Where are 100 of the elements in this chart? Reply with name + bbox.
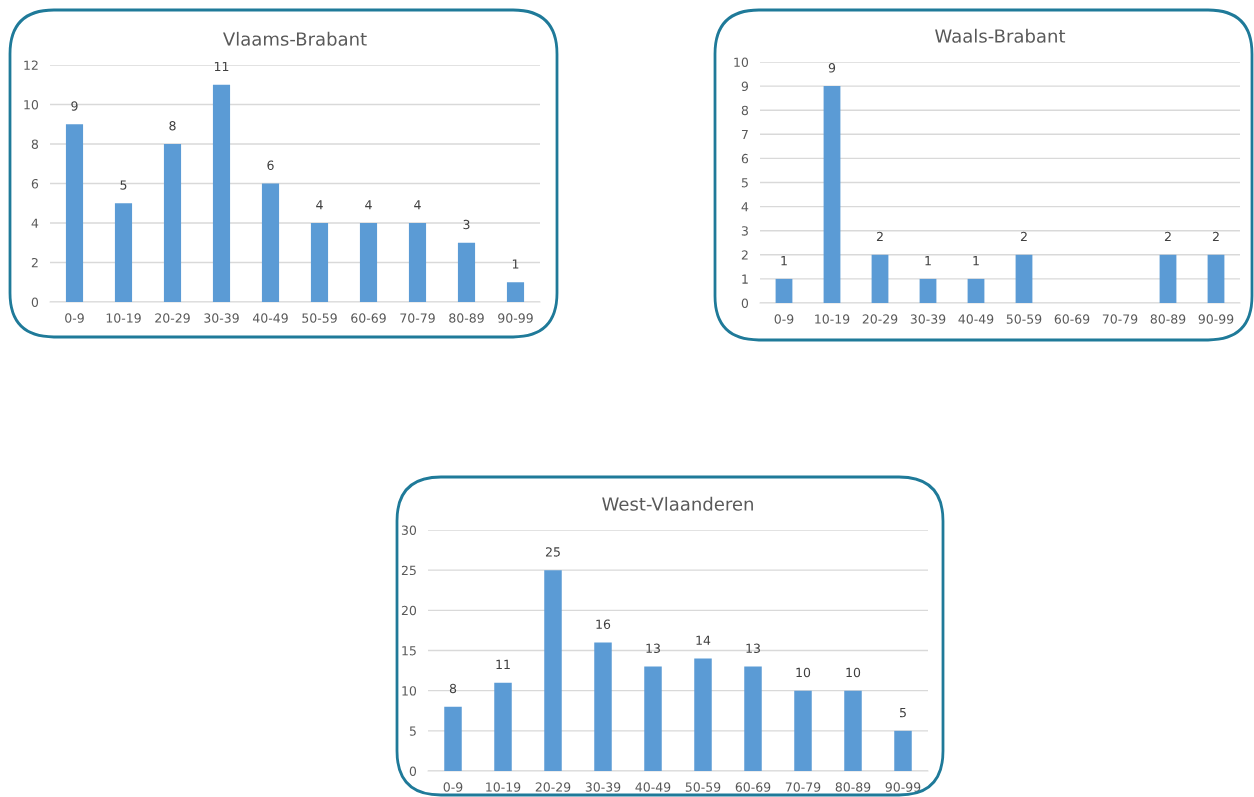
bar xyxy=(871,254,889,303)
data-label: 9 xyxy=(828,63,836,73)
bar xyxy=(823,86,841,303)
x-tick-label: 10-19 xyxy=(106,313,141,323)
x-tick-label: 30-39 xyxy=(585,782,621,792)
y-tick-label: 15 xyxy=(402,646,416,656)
y-tick-label: 6 xyxy=(31,178,39,189)
data-label: 1 xyxy=(925,256,931,266)
data-label: 1 xyxy=(973,256,979,266)
data-label: 4 xyxy=(365,200,372,210)
x-tick-label: 10-19 xyxy=(815,314,850,324)
x-tick-label: 80-89 xyxy=(449,313,484,323)
bar xyxy=(212,84,231,302)
bar xyxy=(1015,254,1033,303)
y-tick-label: 1 xyxy=(742,274,748,284)
data-label: 16 xyxy=(596,619,611,629)
y-tick-label: 10 xyxy=(734,57,749,67)
y-tick-label: 5 xyxy=(409,726,416,736)
data-label: 13 xyxy=(646,643,660,654)
x-tick-label: 30-39 xyxy=(910,314,946,324)
data-label: 5 xyxy=(899,708,906,718)
bar xyxy=(163,144,182,302)
x-tick-label: 60-69 xyxy=(351,313,386,323)
x-tick-label: 20-29 xyxy=(535,782,571,792)
bar xyxy=(261,183,280,302)
data-label: 2 xyxy=(876,231,883,242)
y-tick-label: 4 xyxy=(741,202,749,212)
y-tick-label: 0 xyxy=(31,297,39,307)
bar xyxy=(544,570,562,771)
x-tick-label: 30-39 xyxy=(204,313,239,323)
data-label: 9 xyxy=(71,101,78,111)
bar xyxy=(457,242,476,302)
x-tick-label: 80-89 xyxy=(835,782,871,792)
bar xyxy=(919,278,937,303)
y-tick-label: 0 xyxy=(741,298,749,308)
x-tick-label: 40-49 xyxy=(635,782,671,792)
data-label: 25 xyxy=(545,547,560,557)
y-tick-label: 3 xyxy=(741,226,748,236)
bar xyxy=(894,730,912,771)
x-tick-label: 40-49 xyxy=(252,313,288,323)
chart-title: Vlaams-Brabant xyxy=(223,31,367,46)
y-tick-label: 30 xyxy=(401,525,417,535)
x-tick-label: 40-49 xyxy=(958,314,994,324)
data-label: 3 xyxy=(463,219,470,230)
data-label: 10 xyxy=(796,667,811,678)
y-tick-label: 4 xyxy=(31,218,39,228)
bar xyxy=(644,666,662,771)
data-label: 2 xyxy=(1164,231,1171,242)
x-tick-label: 90-99 xyxy=(498,313,533,323)
bar xyxy=(694,658,712,771)
y-tick-label: 7 xyxy=(741,129,748,140)
data-label: 11 xyxy=(214,61,229,72)
bar xyxy=(65,124,84,302)
x-tick-label: 80-89 xyxy=(1150,314,1186,324)
bar xyxy=(594,642,612,771)
bar xyxy=(744,666,762,771)
bar xyxy=(359,223,378,302)
chart-title: Waals-Brabant xyxy=(935,28,1066,43)
x-tick-label: 60-69 xyxy=(1054,314,1090,324)
data-label: 1 xyxy=(781,256,787,266)
data-label: 8 xyxy=(169,121,176,131)
x-tick-label: 50-59 xyxy=(1006,314,1042,324)
y-tick-label: 20 xyxy=(401,605,417,616)
x-tick-label: 90-99 xyxy=(1198,314,1234,324)
y-tick-label: 10 xyxy=(24,99,39,110)
y-tick-label: 8 xyxy=(31,139,39,149)
data-label: 13 xyxy=(746,643,760,654)
x-tick-label: 20-29 xyxy=(155,313,190,323)
data-label: 2 xyxy=(1020,231,1027,242)
x-tick-label: 70-79 xyxy=(400,313,435,323)
x-tick-label: 90-99 xyxy=(885,782,921,792)
y-tick-label: 2 xyxy=(741,250,748,260)
data-label: 5 xyxy=(120,180,127,190)
y-tick-label: 8 xyxy=(741,105,749,116)
x-tick-label: 0-9 xyxy=(443,782,463,792)
bar xyxy=(494,682,512,771)
y-tick-label: 25 xyxy=(401,565,416,576)
bar xyxy=(967,278,985,303)
bar xyxy=(310,223,329,302)
y-tick-label: 9 xyxy=(741,81,749,92)
bar xyxy=(408,223,427,302)
x-tick-label: 60-69 xyxy=(735,782,771,792)
x-tick-label: 50-59 xyxy=(685,782,721,792)
bar xyxy=(775,278,793,303)
y-tick-label: 2 xyxy=(31,257,38,268)
bar xyxy=(1159,254,1177,303)
bar xyxy=(794,690,812,771)
y-tick-label: 6 xyxy=(741,153,749,164)
x-tick-label: 70-79 xyxy=(785,782,821,792)
data-label: 10 xyxy=(846,667,861,678)
bar xyxy=(1207,254,1225,303)
bar xyxy=(506,282,525,302)
y-tick-label: 10 xyxy=(402,686,417,696)
x-tick-label: 0-9 xyxy=(774,314,794,324)
x-tick-label: 20-29 xyxy=(862,314,898,324)
x-tick-label: 70-79 xyxy=(1102,314,1138,324)
x-tick-label: 10-19 xyxy=(486,782,521,792)
bar xyxy=(114,203,133,302)
y-tick-label: 5 xyxy=(741,178,748,188)
data-label: 6 xyxy=(267,160,274,170)
